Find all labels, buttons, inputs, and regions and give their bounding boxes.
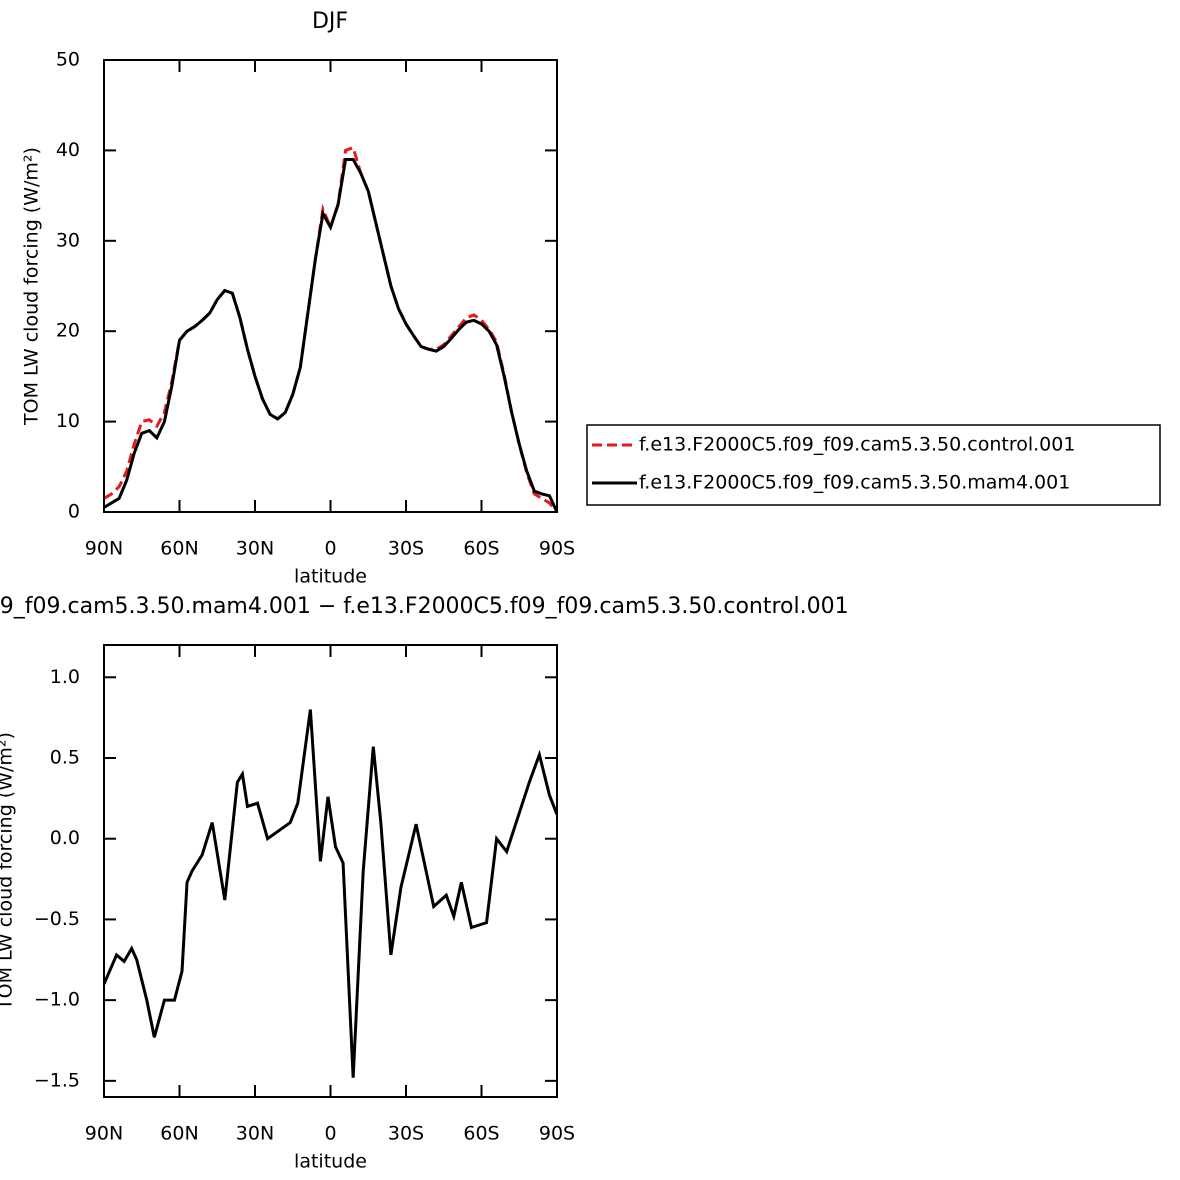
legend-label: f.e13.F2000C5.f09_f09.cam5.3.50.control.… (639, 434, 1075, 456)
x-tick-label: 30N (236, 1123, 274, 1145)
y-axis-label: TOM LW cloud forcing (W/m²) (21, 147, 43, 426)
chart-title: f.e13.F2000C5.f09_f09.cam5.3.50.mam4.001… (0, 594, 849, 619)
y-tick-label: 0.5 (50, 747, 80, 769)
x-tick-label: 60N (160, 538, 198, 560)
y-tick-label: 30 (56, 229, 80, 251)
y-tick-label: 0 (68, 501, 80, 523)
x-tick-label: 90S (539, 1123, 575, 1145)
x-tick-label: 60N (160, 1123, 198, 1145)
plot-frame (103, 644, 558, 1098)
x-tick-label: 30S (388, 1123, 424, 1145)
y-tick-label: 50 (56, 49, 80, 71)
data-line (104, 157, 557, 512)
x-axis-label: latitude (294, 566, 367, 588)
legend-label: f.e13.F2000C5.f09_f09.cam5.3.50.mam4.001 (639, 472, 1070, 494)
data-line (104, 709, 557, 1078)
x-tick-label: 30N (236, 538, 274, 560)
x-tick-label: 90S (539, 538, 575, 560)
y-tick-label: 40 (56, 139, 80, 161)
chart-title: DJF (312, 9, 348, 34)
plot-frame (103, 59, 558, 513)
y-tick-label: 20 (56, 320, 80, 342)
x-tick-label: 90N (85, 538, 123, 560)
y-tick-label: −1.0 (34, 989, 80, 1011)
x-tick-label: 0 (324, 1123, 336, 1145)
x-tick-label: 90N (85, 1123, 123, 1145)
x-axis-label: latitude (294, 1151, 367, 1173)
legend-box (586, 424, 1161, 506)
x-tick-label: 60S (463, 538, 499, 560)
y-tick-label: 0.0 (50, 827, 80, 849)
x-tick-label: 0 (324, 538, 336, 560)
x-tick-label: 30S (388, 538, 424, 560)
y-tick-label: −0.5 (34, 908, 80, 930)
y-axis-label: TOM LW cloud forcing (W/m²) (0, 732, 17, 1011)
y-tick-label: 1.0 (50, 666, 80, 688)
y-tick-label: −1.5 (34, 1069, 80, 1091)
y-tick-label: 10 (56, 410, 80, 432)
x-tick-label: 60S (463, 1123, 499, 1145)
